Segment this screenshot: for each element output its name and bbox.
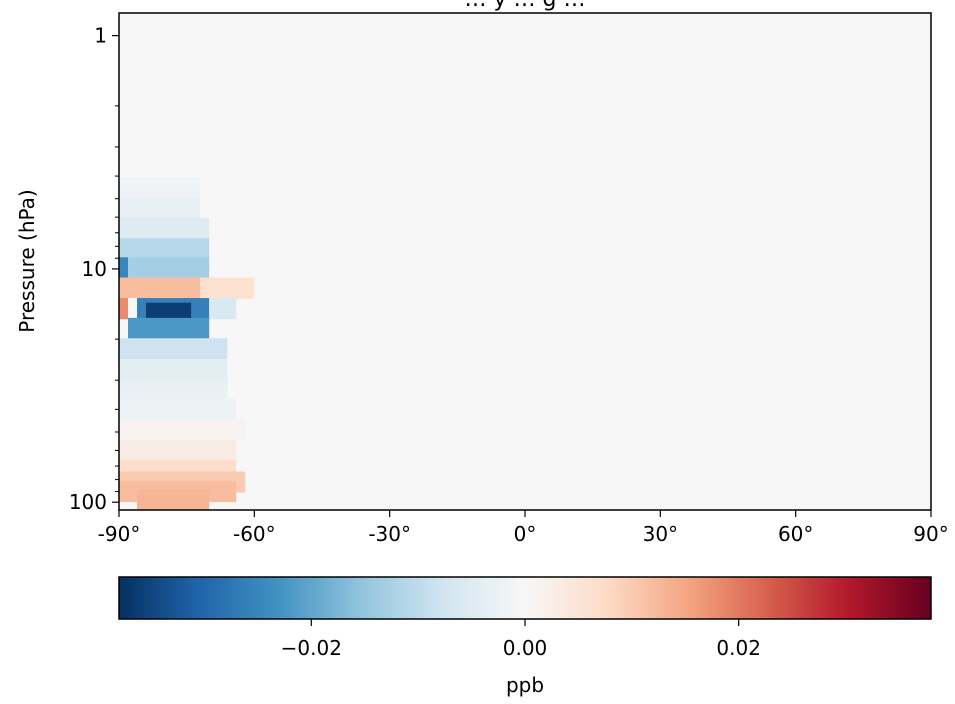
chart-title: … y … g … xyxy=(465,0,586,12)
heatmap-cell xyxy=(119,419,246,441)
heatmap-cell xyxy=(119,197,201,219)
heatmap-cell xyxy=(119,398,237,420)
heatmap-cell xyxy=(119,379,228,401)
y-tick-label: 100 xyxy=(69,490,107,514)
colorbar-label: ppb xyxy=(506,673,544,697)
heatmap-cell xyxy=(128,317,210,340)
heatmap-cell xyxy=(128,257,210,279)
heatmap-cell xyxy=(119,358,228,381)
heatmap-background xyxy=(119,13,931,510)
heatmap-cell xyxy=(119,217,210,239)
heatmap-cell xyxy=(137,489,210,510)
x-tick-label: 60° xyxy=(778,522,813,546)
plot-area xyxy=(118,12,932,511)
heatmap-cells xyxy=(119,177,255,510)
heatmap-cell xyxy=(209,298,237,320)
heatmap-cell xyxy=(119,439,237,462)
x-tick-label: 90° xyxy=(913,522,948,546)
x-tick-label: -90° xyxy=(98,522,141,546)
y-tick-label: 10 xyxy=(82,257,107,281)
heatmap-cell xyxy=(119,338,228,360)
colorbar-tick-label: −0.02 xyxy=(281,636,342,660)
x-tick-label: 30° xyxy=(643,522,678,546)
colorbar-tick-label: 0.02 xyxy=(716,636,761,660)
colorbar-tick-label: 0.00 xyxy=(503,636,548,660)
colorbar: −0.02 0.00 0.02 ppb xyxy=(118,576,932,697)
heatmap-cell xyxy=(119,277,201,299)
x-tick-label: 0° xyxy=(514,522,537,546)
colorbar-ticks: −0.02 0.00 0.02 xyxy=(281,619,761,660)
colorbar-gradient xyxy=(118,576,932,620)
y-axis: 1 10 100 xyxy=(69,24,119,514)
heatmap-cell xyxy=(119,298,129,320)
heatmap-cell xyxy=(119,238,210,260)
heatmap-cell xyxy=(119,257,129,279)
x-tick-label: -60° xyxy=(233,522,276,546)
x-axis: -90° -60° -30° 0° 30° 60° 90° xyxy=(98,510,949,546)
heatmap-cell xyxy=(128,298,138,320)
y-axis-label: Pressure (hPa) xyxy=(15,189,39,332)
heatmap-cell xyxy=(119,177,201,199)
x-tick-label: -30° xyxy=(368,522,411,546)
y-tick-label: 1 xyxy=(94,24,107,48)
